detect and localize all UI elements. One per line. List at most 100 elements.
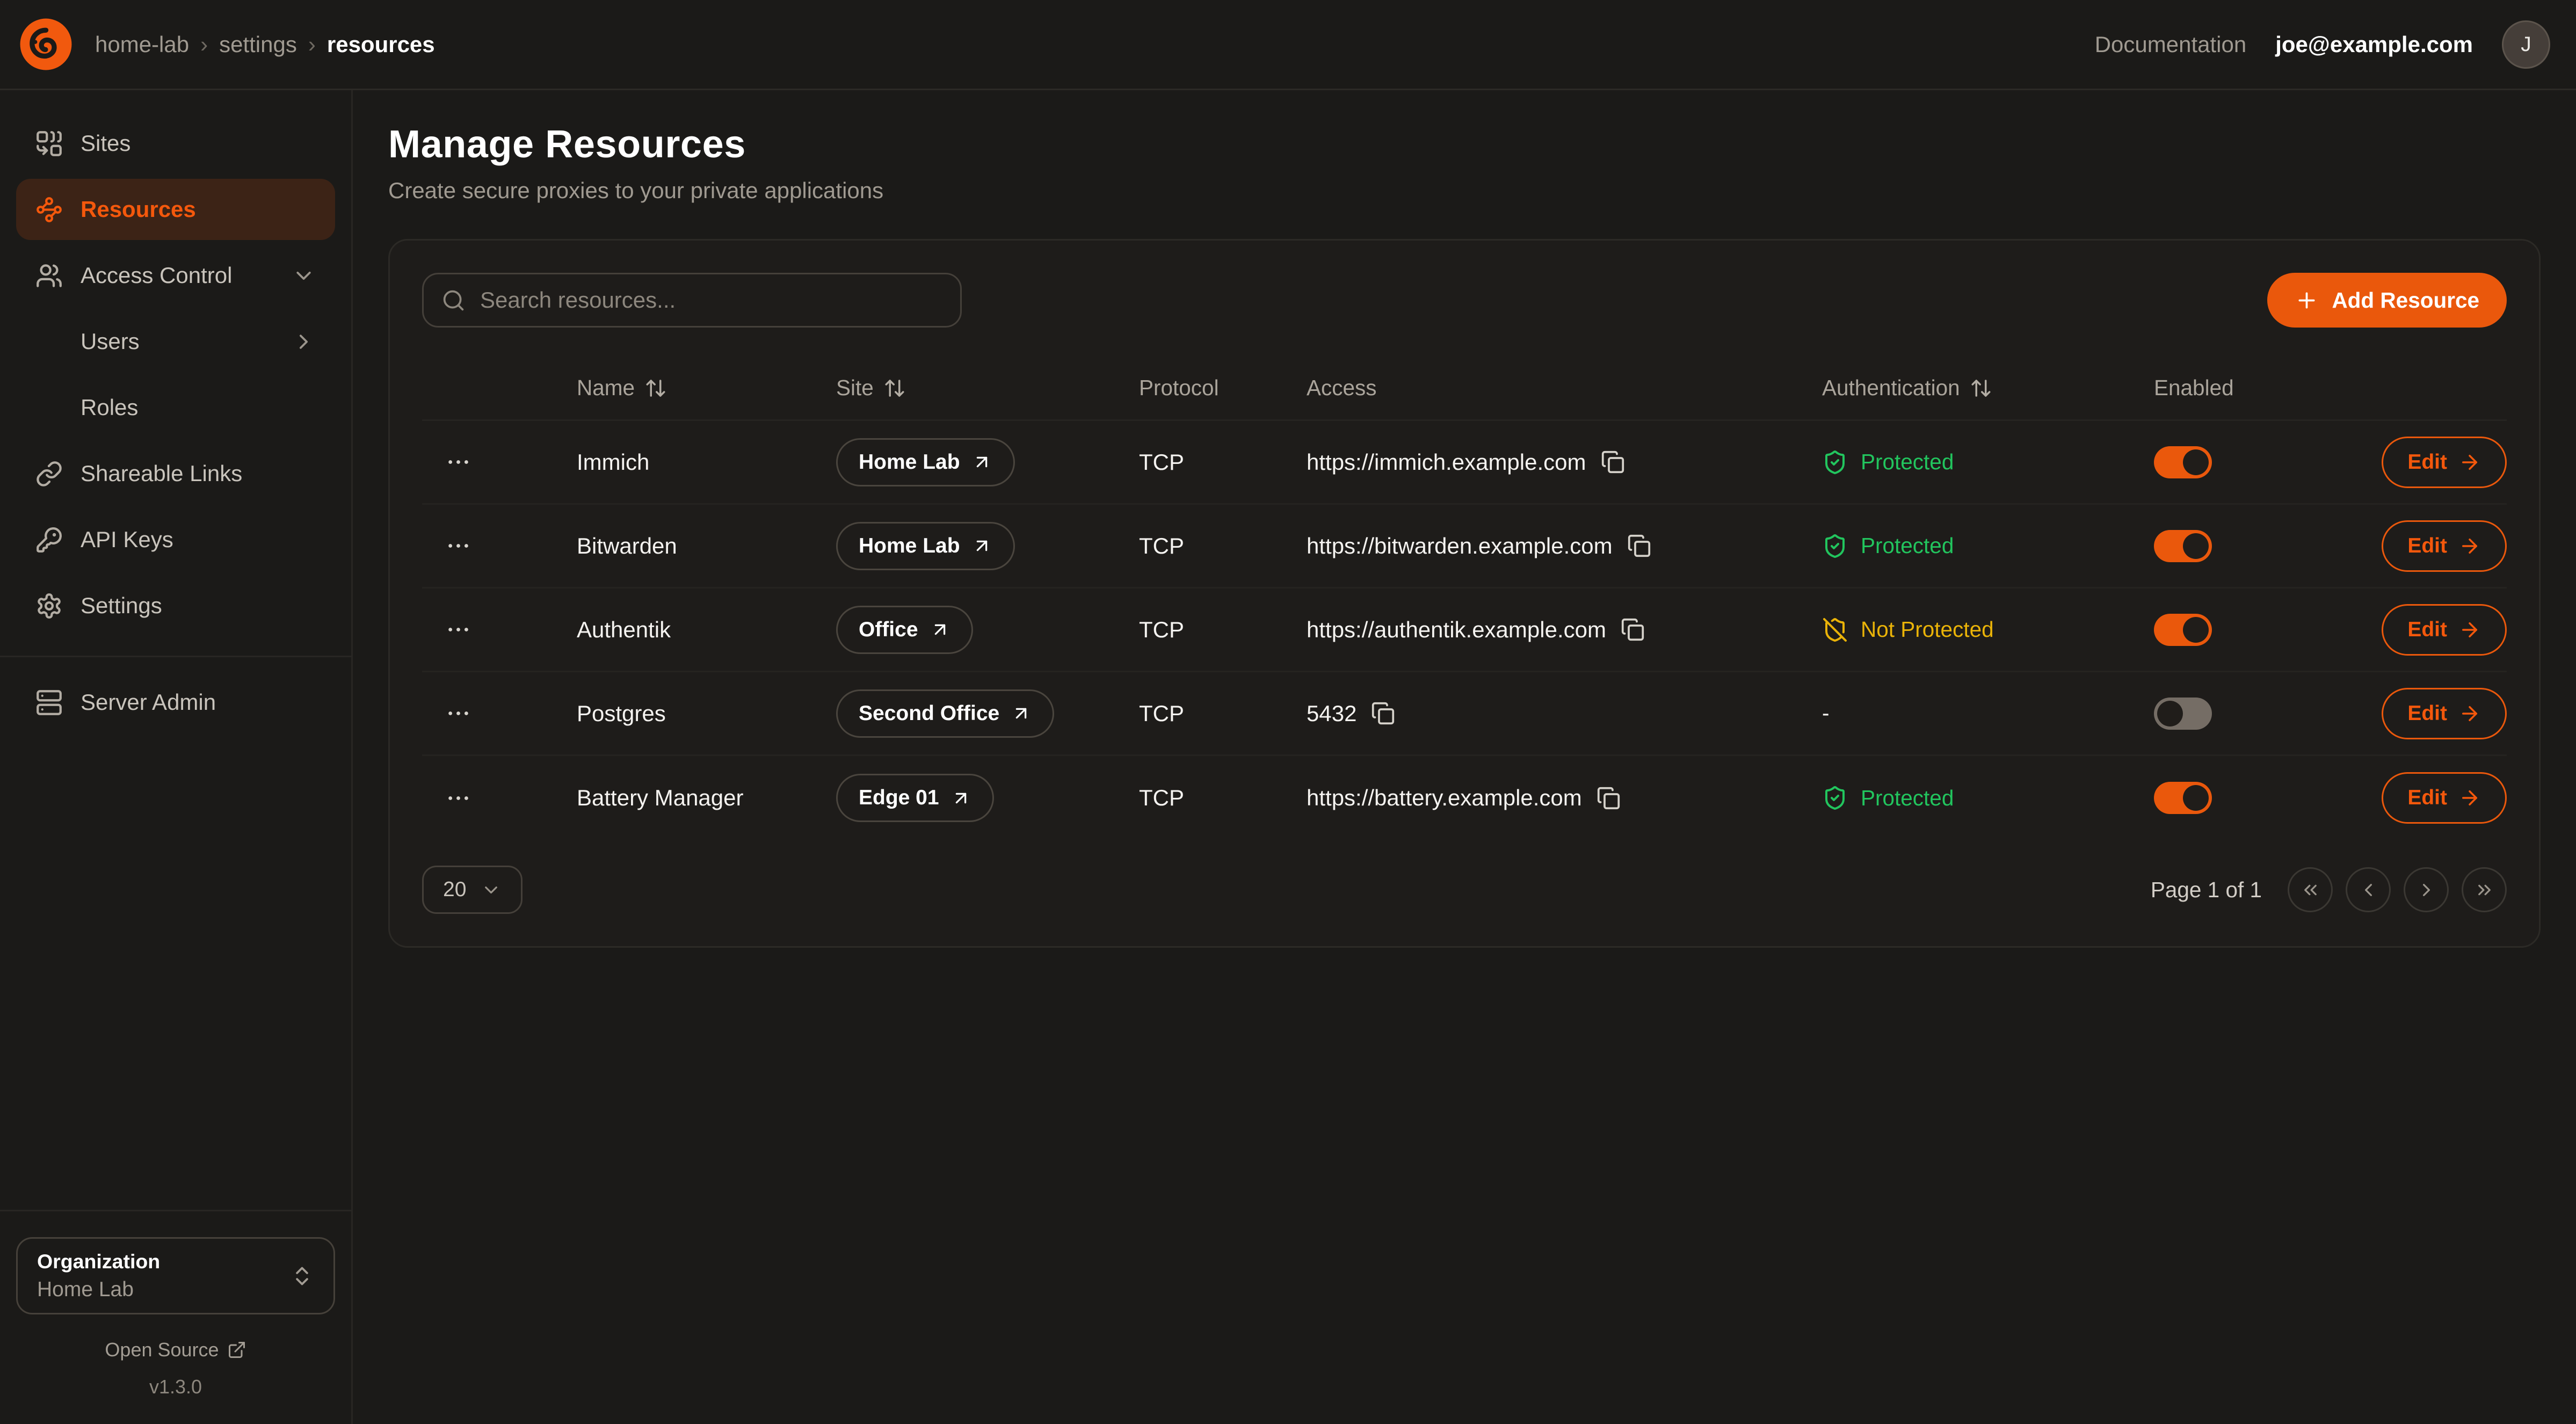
site-pill-label: Home Lab (859, 450, 960, 474)
site-pill-label: Home Lab (859, 534, 960, 557)
site-link-button[interactable]: Home Lab (836, 521, 1015, 570)
user-email[interactable]: joe@example.com (2275, 31, 2473, 57)
column-label: Name (577, 375, 635, 400)
row-actions-menu-icon[interactable] (445, 532, 472, 560)
organization-selector[interactable]: Organization Home Lab (16, 1237, 335, 1314)
enabled-toggle[interactable] (2154, 446, 2212, 478)
edit-button[interactable]: Edit (2382, 520, 2507, 572)
row-access-cell: https://battery.example.com (1307, 785, 1822, 811)
last-page-button[interactable] (2462, 867, 2507, 912)
table-row: Postgres Second Office TCP 5432 - Edit (422, 672, 2507, 756)
copy-icon[interactable] (1597, 786, 1621, 810)
sidebar-item-label: Settings (81, 593, 162, 618)
row-edit-cell: Edit (2363, 772, 2507, 824)
edit-button[interactable]: Edit (2382, 436, 2507, 488)
row-actions-menu-icon[interactable] (445, 616, 472, 643)
sidebar-item-label: Access Control (81, 263, 233, 288)
copy-icon[interactable] (1601, 450, 1625, 474)
users-icon (37, 264, 62, 287)
toggle-knob (2183, 449, 2209, 475)
previous-page-button[interactable] (2346, 867, 2391, 912)
row-menu-cell (422, 448, 577, 476)
sidebar-item-roles[interactable]: Roles (16, 377, 335, 438)
row-enabled-cell (2154, 613, 2363, 646)
copy-icon[interactable] (1621, 617, 1645, 642)
resources-table: Name Site Protocol Access (422, 357, 2507, 840)
sidebar-item-settings[interactable]: Settings (16, 575, 335, 636)
auth-label: Protected (1861, 533, 1954, 558)
search-icon (443, 290, 464, 310)
enabled-toggle[interactable] (2154, 697, 2212, 730)
avatar[interactable]: J (2502, 20, 2550, 69)
site-link-button[interactable]: Edge 01 (836, 774, 994, 822)
resources-card: Add Resource Name Site (388, 239, 2541, 948)
next-page-button[interactable] (2404, 867, 2449, 912)
sidebar-item-label: Server Admin (81, 689, 216, 715)
column-header-site[interactable]: Site (836, 375, 1139, 401)
first-page-button[interactable] (2288, 867, 2333, 912)
site-link-button[interactable]: Office (836, 605, 973, 654)
row-site-cell: Edge 01 (836, 774, 1139, 822)
organization-label: Organization (37, 1250, 161, 1273)
sidebar-item-server-admin[interactable]: Server Admin (16, 672, 335, 733)
sidebar-item-label: API Keys (81, 527, 173, 552)
sidebar-item-shareable-links[interactable]: Shareable Links (16, 443, 335, 504)
site-pill-label: Edge 01 (859, 786, 939, 809)
column-header-enabled: Enabled (2154, 375, 2363, 401)
chevrons-up-down-icon (296, 1267, 308, 1285)
shield-check-icon (1825, 450, 1845, 474)
page-size-select[interactable]: 20 (422, 866, 523, 914)
row-actions-menu-icon[interactable] (445, 784, 472, 812)
sidebar-item-users[interactable]: Users (16, 311, 335, 372)
sidebar-item-access-control[interactable]: Access Control (16, 245, 335, 306)
column-header-authentication[interactable]: Authentication (1822, 375, 2154, 401)
row-protocol: TCP (1139, 616, 1184, 642)
row-menu-cell (422, 616, 577, 643)
pangolin-logo (20, 18, 72, 70)
edit-button[interactable]: Edit (2382, 604, 2507, 656)
enabled-toggle[interactable] (2154, 782, 2212, 814)
documentation-link[interactable]: Documentation (2094, 31, 2247, 57)
breadcrumb-separator: › (200, 31, 208, 57)
enabled-toggle[interactable] (2154, 529, 2212, 562)
sidebar-item-label: Sites (81, 130, 131, 156)
sidebar-item-sites[interactable]: Sites (16, 113, 335, 174)
row-access-cell: https://authentik.example.com (1307, 617, 1822, 643)
sidebar-item-resources[interactable]: Resources (16, 179, 335, 240)
breadcrumb-current: resources (326, 31, 435, 57)
edit-button[interactable]: Edit (2382, 687, 2507, 739)
column-header-name[interactable]: Name (577, 375, 836, 401)
row-access: https://immich.example.com (1307, 449, 1586, 475)
table-row: Bitwarden Home Lab TCP https://bitwarden… (422, 505, 2507, 589)
arrow-up-right-icon (1015, 708, 1027, 719)
chevron-right-icon (300, 334, 308, 349)
copy-icon[interactable] (1627, 534, 1651, 558)
site-link-button[interactable]: Home Lab (836, 438, 1015, 486)
add-resource-label: Add Resource (2332, 287, 2479, 313)
open-source-link[interactable]: Open Source (16, 1339, 335, 1361)
breadcrumb-org[interactable]: home-lab (95, 31, 190, 57)
copy-icon[interactable] (1371, 701, 1395, 725)
sidebar-divider (0, 656, 351, 657)
site-link-button[interactable]: Second Office (836, 689, 1055, 738)
breadcrumb-settings[interactable]: settings (219, 31, 297, 57)
enabled-toggle[interactable] (2154, 613, 2212, 646)
row-actions-menu-icon[interactable] (445, 700, 472, 727)
arrow-up-right-icon (976, 540, 987, 551)
site-pill-label: Second Office (859, 701, 1000, 725)
sidebar-item-api-keys[interactable]: API Keys (16, 509, 335, 570)
add-resource-button[interactable]: Add Resource (2267, 273, 2507, 328)
row-actions-menu-icon[interactable] (445, 448, 472, 476)
search-input[interactable] (480, 287, 942, 313)
chevron-down-icon (296, 271, 311, 280)
edit-button-label: Edit (2407, 617, 2447, 641)
resources-icon (37, 197, 62, 222)
chevrons-left-icon (2304, 884, 2317, 895)
sites-icon (37, 130, 62, 156)
row-menu-cell (422, 532, 577, 560)
page-subtitle: Create secure proxies to your private ap… (388, 178, 884, 203)
card-footer: 20 Page 1 of 1 (422, 866, 2507, 914)
row-enabled-cell (2154, 782, 2363, 814)
edit-button[interactable]: Edit (2382, 772, 2507, 824)
shell: Sites Resources Access Control Users Rol… (0, 90, 2576, 1424)
